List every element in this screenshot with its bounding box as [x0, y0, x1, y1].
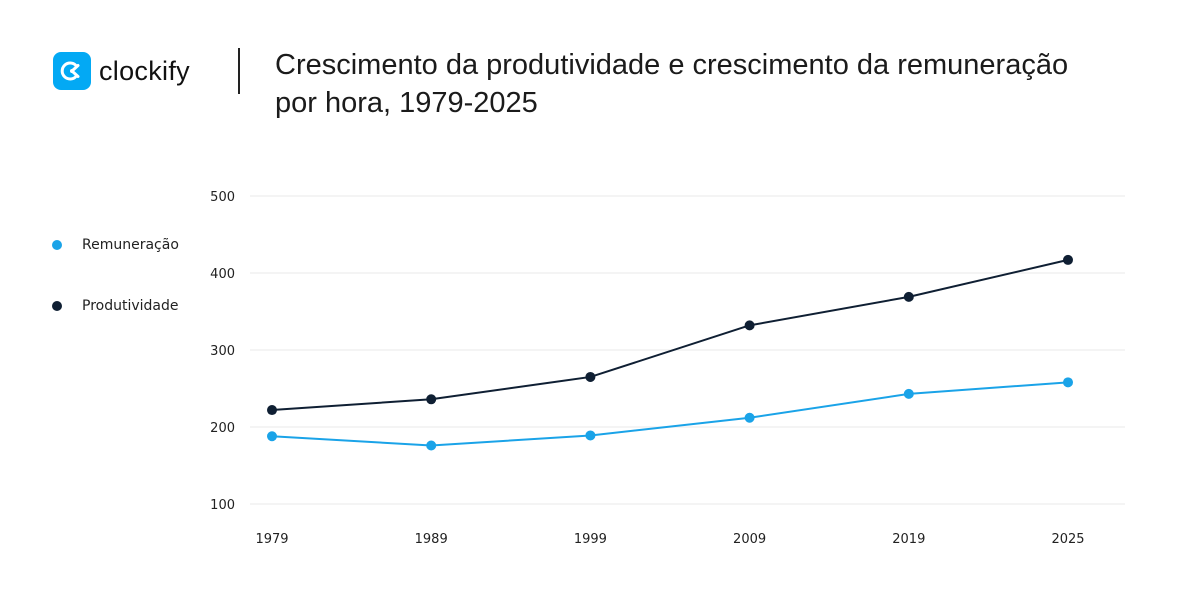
data-point	[426, 440, 437, 451]
x-tick-label: 1989	[415, 532, 448, 547]
clockify-icon	[53, 52, 91, 90]
y-tick-label: 300	[210, 344, 235, 359]
data-point	[903, 291, 914, 302]
x-tick-label: 2019	[892, 532, 925, 547]
y-tick-label: 500	[210, 190, 235, 205]
y-tick-label: 200	[210, 421, 235, 436]
brand-name: clockify	[99, 55, 190, 86]
x-tick-label: 2009	[733, 532, 766, 547]
data-point	[585, 430, 596, 441]
data-point	[585, 371, 596, 382]
legend-item-produtividade: Produtividade	[52, 298, 179, 314]
x-tick-label: 1979	[255, 532, 288, 547]
legend-dot-remuneracao	[52, 240, 62, 250]
header-divider	[238, 48, 240, 94]
legend-dot-produtividade	[52, 301, 62, 311]
data-point	[744, 320, 755, 331]
legend-item-remuneracao: Remuneração	[52, 237, 179, 253]
data-point	[426, 394, 437, 405]
data-point	[903, 388, 914, 399]
y-tick-label: 100	[210, 498, 235, 513]
x-tick-label: 1999	[574, 532, 607, 547]
y-tick-label: 400	[210, 267, 235, 282]
series-line-remuneração	[271, 381, 1069, 447]
legend-label: Remuneração	[82, 237, 179, 253]
data-point	[1063, 254, 1073, 265]
legend-label: Produtividade	[82, 298, 179, 314]
data-point	[744, 412, 755, 423]
data-point	[267, 431, 277, 442]
chart-title: Crescimento da produtividade e crescimen…	[275, 49, 1069, 119]
clockify-logo: clockify	[53, 52, 190, 90]
x-tick-label: 2025	[1051, 532, 1084, 547]
data-point	[1063, 377, 1073, 388]
series-line-produtividade	[271, 258, 1069, 412]
data-point	[267, 405, 277, 416]
